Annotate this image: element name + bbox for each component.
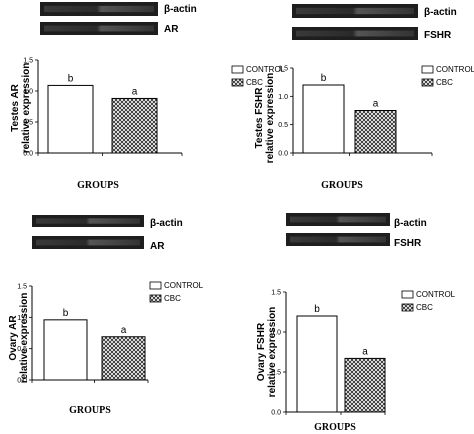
panel1-ylabel-line-2: relative expression <box>21 63 32 154</box>
panel4-legend-swatch-control <box>401 290 414 299</box>
panel1-legend-label-cbc: CBC <box>246 78 263 87</box>
panel1-y-tick-label-0: 0.0 <box>23 151 33 158</box>
panel3-blot-label-1: β-actin <box>150 218 183 229</box>
panel4-blot-label-2: FSHR <box>394 238 422 249</box>
panel4-y-tick-label-2: 1.0 <box>271 330 281 337</box>
panel4-blot-band-1 <box>290 216 386 223</box>
panel3-ylabel-line-1: Ovary AR <box>8 315 19 361</box>
panel2-blot-band-1 <box>296 7 414 15</box>
panel4-legend-label-cbc: CBC <box>416 303 433 312</box>
panel4-legend-swatch-cbc <box>401 303 414 312</box>
panel2-ylabel-line-2: relative expression <box>265 73 276 164</box>
panel3-blot-band-1 <box>36 218 140 224</box>
panel1-y-tick-label-3: 1.5 <box>23 58 33 65</box>
panel4-y-tick-label-0: 0.0 <box>271 410 281 417</box>
panel3-blot-band-2 <box>36 239 140 246</box>
panel4-blot-band-2 <box>290 236 386 243</box>
panel1-legend-label-control: CONTROL <box>246 65 286 74</box>
panel2-bar-control <box>302 84 345 154</box>
panel3-legend-label-control: CONTROL <box>164 281 204 290</box>
panel3-blot-label-2: AR <box>150 241 165 252</box>
panel3-y-tick-label-1: 0.5 <box>17 346 27 353</box>
panel4-legend-label-control: CONTROL <box>416 290 456 299</box>
panel1-legend-swatch-cbc <box>231 78 244 87</box>
panel3-y-tick-label-2: 1.0 <box>17 315 27 322</box>
panel2-y-tick-label-3: 1.5 <box>278 66 288 73</box>
panel1-blot-band-2 <box>44 25 154 32</box>
panel4-y-tick-label-1: 0.5 <box>271 370 281 377</box>
panel2-ylabel-line-1: Testes FSHR <box>254 87 265 149</box>
panel4-blot-label-1: β-actin <box>394 218 427 229</box>
panel2-legend-swatch-control <box>421 65 434 74</box>
panel2-significance-cbc: a <box>373 99 379 110</box>
panel3-legend-swatch-control <box>149 281 162 290</box>
panel3-xlabel: GROUPS <box>69 405 111 416</box>
panel4-xlabel: GROUPS <box>314 422 356 433</box>
panel3-legend-swatch-cbc <box>149 294 162 303</box>
panel2-bar-cbc <box>354 110 397 154</box>
panel4-bar-cbc <box>344 357 386 413</box>
panel2-significance-control: b <box>321 73 327 84</box>
panel1-significance-cbc: a <box>132 86 138 97</box>
panel3-bar-control <box>43 319 88 381</box>
panel3-bar-cbc <box>101 336 146 381</box>
panel4-ylabel-line-1: Ovary FSHR <box>256 322 267 381</box>
panel3-significance-cbc: a <box>121 325 127 336</box>
panel2-blot-band-2 <box>296 30 414 37</box>
panel1-significance-control: b <box>68 73 74 84</box>
panel2-y-tick-label-0: 0.0 <box>278 151 288 158</box>
panel3-y-tick-label-3: 1.5 <box>17 284 27 291</box>
panel4-ylabel-line-2: relative expression <box>267 307 278 398</box>
panel3-significance-control: b <box>63 308 69 319</box>
panel1-legend-swatch-control <box>231 65 244 74</box>
panel1-y-tick-label-1: 0.5 <box>23 120 33 127</box>
panel2-legend-label-control: CONTROL <box>436 65 474 74</box>
panel1-bar-control <box>47 84 94 154</box>
panel1-blot-label-1: β-actin <box>164 4 197 15</box>
panel1-y-tick-label-2: 1.0 <box>23 89 33 96</box>
panel2-blot-label-1: β-actin <box>424 7 457 18</box>
panel4-y-tick-label-3: 1.5 <box>271 290 281 297</box>
panel2-y-tick-label-2: 1.0 <box>278 94 288 101</box>
panel3-ylabel-line-2: relative expression <box>19 293 30 384</box>
panel2-legend-swatch-cbc <box>421 78 434 87</box>
panel2-y-tick-label-1: 0.5 <box>278 122 288 129</box>
panel3-legend-label-cbc: CBC <box>164 294 181 303</box>
panel1-bar-cbc <box>111 97 158 154</box>
panel4-bar-control <box>296 315 338 413</box>
panel4-significance-cbc: a <box>362 346 368 357</box>
panel1-blot-band-1 <box>44 5 154 13</box>
panel2-blot-label-2: FSHR <box>424 30 452 41</box>
panel1-ylabel-line-1: Testes AR <box>10 83 21 132</box>
panel1-xlabel: GROUPS <box>77 180 119 191</box>
panel4-significance-control: b <box>314 304 320 315</box>
panel2-xlabel: GROUPS <box>321 180 363 191</box>
panel1-blot-label-2: AR <box>164 24 179 35</box>
panel2-legend-label-cbc: CBC <box>436 78 453 87</box>
panel3-y-tick-label-0: 0.0 <box>17 378 27 385</box>
